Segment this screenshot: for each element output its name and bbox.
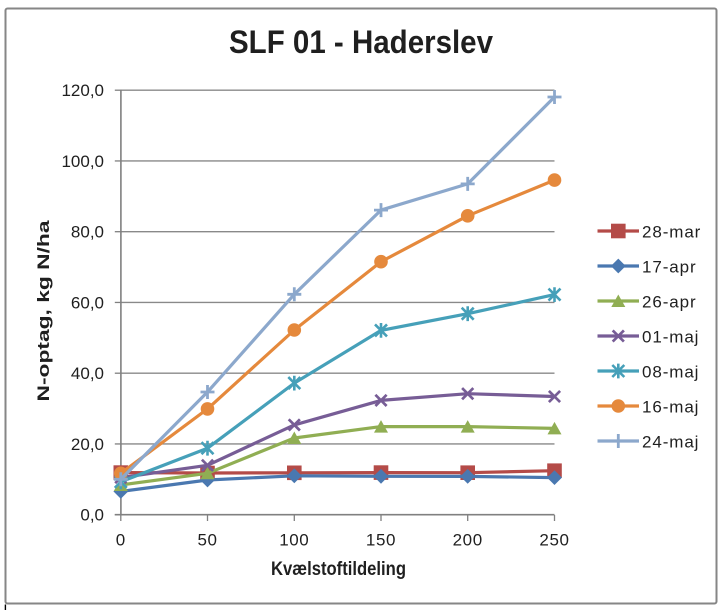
svg-text:80,0: 80,0 xyxy=(71,223,104,242)
svg-text:Kvælstoftildeling: Kvælstoftildeling xyxy=(271,559,406,580)
svg-text:200: 200 xyxy=(453,530,483,549)
svg-text:17-apr: 17-apr xyxy=(642,258,697,277)
svg-text:08-maj: 08-maj xyxy=(642,363,699,382)
svg-text:SLF 01 - Haderslev: SLF 01 - Haderslev xyxy=(229,24,493,60)
svg-text:50: 50 xyxy=(197,530,217,549)
svg-text:120,0: 120,0 xyxy=(61,81,104,100)
svg-text:0: 0 xyxy=(116,530,126,549)
svg-text:0,0: 0,0 xyxy=(80,506,104,525)
svg-text:60,0: 60,0 xyxy=(71,293,104,312)
svg-text:150: 150 xyxy=(366,530,396,549)
svg-text:26-apr: 26-apr xyxy=(642,293,697,312)
svg-text:N-optag, kg N/ha: N-optag, kg N/ha xyxy=(34,220,53,402)
svg-text:28-mar: 28-mar xyxy=(642,223,701,242)
svg-text:250: 250 xyxy=(539,530,569,549)
svg-text:100: 100 xyxy=(279,530,309,549)
svg-text:20,0: 20,0 xyxy=(71,435,104,454)
svg-text:01-maj: 01-maj xyxy=(642,328,699,347)
svg-text:16-maj: 16-maj xyxy=(642,398,699,417)
svg-text:100,0: 100,0 xyxy=(61,152,104,171)
svg-text:40,0: 40,0 xyxy=(71,364,104,383)
svg-text:24-maj: 24-maj xyxy=(642,433,699,452)
